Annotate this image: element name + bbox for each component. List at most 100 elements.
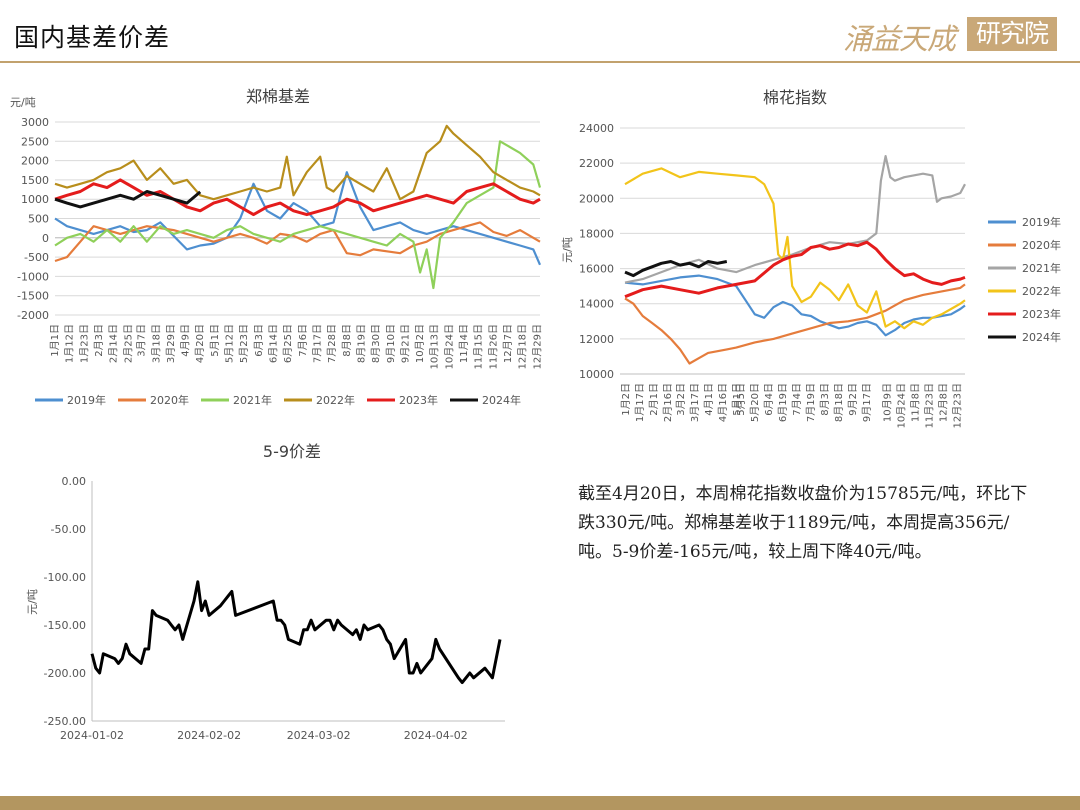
x-tick-label: 8月8日 bbox=[341, 324, 353, 357]
series-line-2024 bbox=[54, 190, 202, 209]
series-line-2021 bbox=[54, 140, 542, 290]
x-tick-label: 4月1日 bbox=[703, 383, 715, 416]
y-axis-label: 元/吨 bbox=[561, 237, 574, 263]
logo-box-text: 研究院 bbox=[967, 17, 1057, 51]
x-tick-label: 3月18日 bbox=[150, 324, 162, 363]
legend-label: 2020年 bbox=[150, 393, 189, 407]
legend-label: 2022年 bbox=[316, 393, 355, 407]
y-tick-label: 14000 bbox=[579, 298, 614, 311]
x-tick-label: 6月25日 bbox=[282, 324, 294, 363]
cotton-index-chart: 棉花指数 24000 22000 20000 18000 16000 14000 12000 1… bbox=[561, 88, 1061, 428]
y-axis-label: 元/吨 bbox=[10, 96, 36, 109]
x-tick-label: 1月2日 bbox=[620, 383, 632, 416]
x-tick-label: 12月29日 bbox=[531, 324, 543, 369]
y-tick-label: 0 bbox=[42, 232, 49, 245]
x-tick-label: 2月25日 bbox=[122, 324, 134, 363]
series-line-2022 bbox=[624, 167, 966, 330]
x-tick-label: 9月2日 bbox=[847, 383, 859, 416]
x-tick-label: 6月19日 bbox=[777, 383, 789, 422]
series-line-2020 bbox=[54, 221, 541, 263]
x-tick-label: 11月23日 bbox=[924, 383, 936, 428]
x-tick-label: 7月19日 bbox=[805, 383, 817, 422]
x-tick-label: 4月20日 bbox=[194, 324, 206, 363]
series-line-2020 bbox=[624, 283, 966, 365]
x-tick-label: 10月13日 bbox=[429, 324, 441, 369]
x-tick-label: 11月4日 bbox=[458, 324, 470, 363]
y-tick-label: -150.00 bbox=[44, 619, 86, 632]
x-tick-label: 2月14日 bbox=[108, 324, 120, 363]
x-tick-label: 10月24日 bbox=[443, 324, 455, 369]
legend-label: 2019年 bbox=[67, 393, 106, 407]
x-tick-label: 11月15日 bbox=[473, 324, 485, 369]
x-tick-label: 7月28日 bbox=[326, 324, 338, 363]
header-divider bbox=[0, 61, 1080, 63]
x-tick-label: 12月7日 bbox=[502, 324, 514, 363]
legend-label: 2024年 bbox=[1022, 330, 1061, 344]
x-tick-label: 5月5日 bbox=[735, 383, 747, 416]
y-tick-label: 12000 bbox=[579, 333, 614, 346]
legend-label: 2021年 bbox=[233, 393, 272, 407]
y-tick-label: -50.00 bbox=[51, 523, 86, 536]
x-tick-label: 5月1日 bbox=[731, 383, 743, 416]
y-tick-label: 2500 bbox=[21, 135, 49, 148]
x-tick-label: 8月19日 bbox=[355, 324, 367, 363]
x-tick-label: 2024-01-02 bbox=[60, 729, 124, 742]
x-tick-label: 2024-02-02 bbox=[177, 729, 241, 742]
series-line-2021 bbox=[624, 154, 966, 284]
page-title: 国内基差价差 bbox=[14, 23, 171, 52]
x-tick-label: 12月8日 bbox=[938, 383, 950, 422]
y-tick-label: 2000 bbox=[21, 155, 49, 168]
y-tick-label: -250.00 bbox=[44, 715, 86, 728]
x-tick-label: 6月3日 bbox=[253, 324, 265, 357]
legend-label: 2023年 bbox=[399, 393, 438, 407]
footer-bar bbox=[0, 796, 1080, 810]
x-tick-label: 3月7日 bbox=[136, 324, 148, 357]
x-tick-label: 8月3日 bbox=[819, 383, 831, 416]
y-tick-label: 500 bbox=[28, 213, 49, 226]
x-tick-label: 3月2日 bbox=[675, 383, 687, 416]
y-tick-label: 10000 bbox=[579, 368, 614, 381]
x-tick-label: 6月14日 bbox=[268, 324, 280, 363]
x-tick-label: 5月23日 bbox=[238, 324, 250, 363]
series-line-2022 bbox=[54, 124, 541, 201]
x-tick-label: 12月18日 bbox=[517, 324, 529, 369]
series-line-2019 bbox=[54, 171, 542, 266]
y-tick-label: -100.00 bbox=[44, 571, 86, 584]
x-tick-label: 1月17日 bbox=[634, 383, 646, 422]
legend-label: 2024年 bbox=[482, 393, 521, 407]
x-tick-label: 2月16日 bbox=[662, 383, 674, 422]
y-tick-label: -2000 bbox=[17, 309, 49, 322]
y-tick-label: 18000 bbox=[579, 227, 614, 240]
x-tick-label: 7月6日 bbox=[297, 324, 309, 357]
x-tick-label: 9月17日 bbox=[861, 383, 873, 422]
brand-logo: 涌益天成 研究院 bbox=[843, 14, 1059, 56]
legend-label: 2020年 bbox=[1022, 238, 1061, 252]
series-line-2023 bbox=[624, 240, 966, 299]
x-tick-label: 2024-04-02 bbox=[404, 729, 468, 742]
y-tick-label: 1500 bbox=[21, 174, 49, 187]
spread-chart: 5-9价差 0.00 -50.00 -100.00 -150.00 -200.00 -250… bbox=[26, 442, 505, 742]
x-tick-label: 3月29日 bbox=[165, 324, 177, 363]
y-tick-label: 16000 bbox=[579, 263, 614, 276]
x-tick-label: 5月12日 bbox=[224, 324, 236, 363]
x-tick-label: 9月21日 bbox=[399, 324, 411, 363]
x-tick-label: 1月23日 bbox=[78, 324, 90, 363]
y-tick-label: -1500 bbox=[17, 290, 49, 303]
y-tick-label: 24000 bbox=[579, 122, 614, 135]
x-tick-label: 2月3日 bbox=[93, 324, 105, 357]
x-tick-label: 2024-03-02 bbox=[287, 729, 351, 742]
y-axis-label: 元/吨 bbox=[26, 589, 39, 615]
x-tick-label: 10月9日 bbox=[881, 383, 893, 422]
x-tick-label: 10月24日 bbox=[895, 383, 907, 428]
x-tick-label: 8月30日 bbox=[370, 324, 382, 363]
x-tick-label: 7月4日 bbox=[791, 383, 803, 416]
x-tick-label: 11月26日 bbox=[487, 324, 499, 369]
x-tick-label: 2月1日 bbox=[648, 383, 660, 416]
legend-label: 2022年 bbox=[1022, 284, 1061, 298]
x-tick-label: 10月2日 bbox=[414, 324, 426, 363]
y-tick-label: 1000 bbox=[21, 193, 49, 206]
logo-text: 涌益天成 bbox=[843, 22, 956, 56]
series-line-2024 bbox=[624, 260, 728, 278]
x-tick-label: 4月9日 bbox=[180, 324, 192, 357]
y-tick-label: 3000 bbox=[21, 116, 49, 129]
